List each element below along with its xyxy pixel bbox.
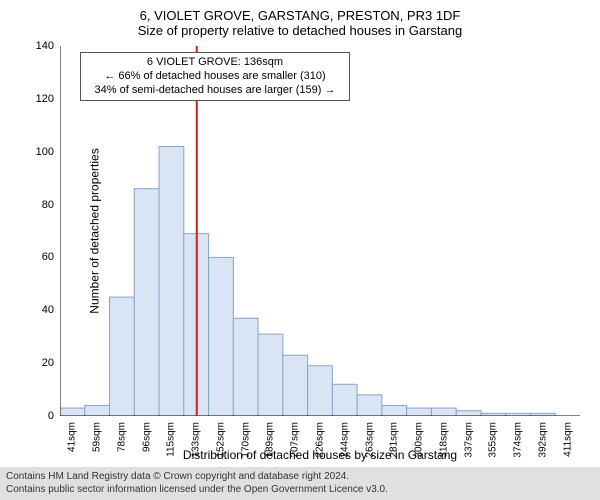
y-tick-label: 40 [42, 304, 54, 316]
annotation-line-3: 34% of semi-detached houses are larger (… [87, 84, 343, 98]
x-tick-label: 392sqm [537, 422, 548, 458]
x-tick-label: 337sqm [463, 422, 474, 458]
annotation-line-1: 6 VIOLET GROVE: 136sqm [87, 56, 343, 70]
x-tick-label: 59sqm [92, 422, 103, 452]
y-tick-label: 140 [36, 40, 54, 52]
y-tick-label: 60 [42, 251, 54, 263]
x-axis-label: Distribution of detached houses by size … [183, 448, 457, 462]
plot-area: Number of detached properties 0204060801… [60, 46, 580, 416]
x-tick-label: 96sqm [141, 422, 152, 452]
annotation-line-2: ← 66% of detached houses are smaller (31… [87, 70, 343, 84]
title-address: 6, VIOLET GROVE, GARSTANG, PRESTON, PR3 … [0, 0, 600, 23]
footer-line-1: Contains HM Land Registry data © Crown c… [6, 471, 594, 484]
y-tick-label: 100 [36, 146, 54, 158]
x-tick-label: 115sqm [166, 422, 177, 457]
x-tick-label: 41sqm [67, 422, 78, 452]
y-tick-label: 20 [42, 357, 54, 369]
title-subtitle: Size of property relative to detached ho… [0, 23, 600, 40]
x-tick-label: 411sqm [562, 422, 573, 457]
y-tick-label: 0 [48, 410, 54, 422]
chart-container: 6, VIOLET GROVE, GARSTANG, PRESTON, PR3 … [0, 0, 600, 500]
x-tick-label: 374sqm [513, 422, 524, 458]
footer-attribution: Contains HM Land Registry data © Crown c… [0, 467, 600, 500]
y-tick-label: 80 [42, 199, 54, 211]
histogram-svg [60, 46, 580, 416]
annotation-box: 6 VIOLET GROVE: 136sqm ← 66% of detached… [80, 52, 350, 101]
x-tick-label: 355sqm [488, 422, 499, 458]
footer-line-2: Contains public sector information licen… [6, 484, 594, 497]
y-tick-label: 120 [36, 93, 54, 105]
x-tick-label: 78sqm [116, 422, 127, 452]
